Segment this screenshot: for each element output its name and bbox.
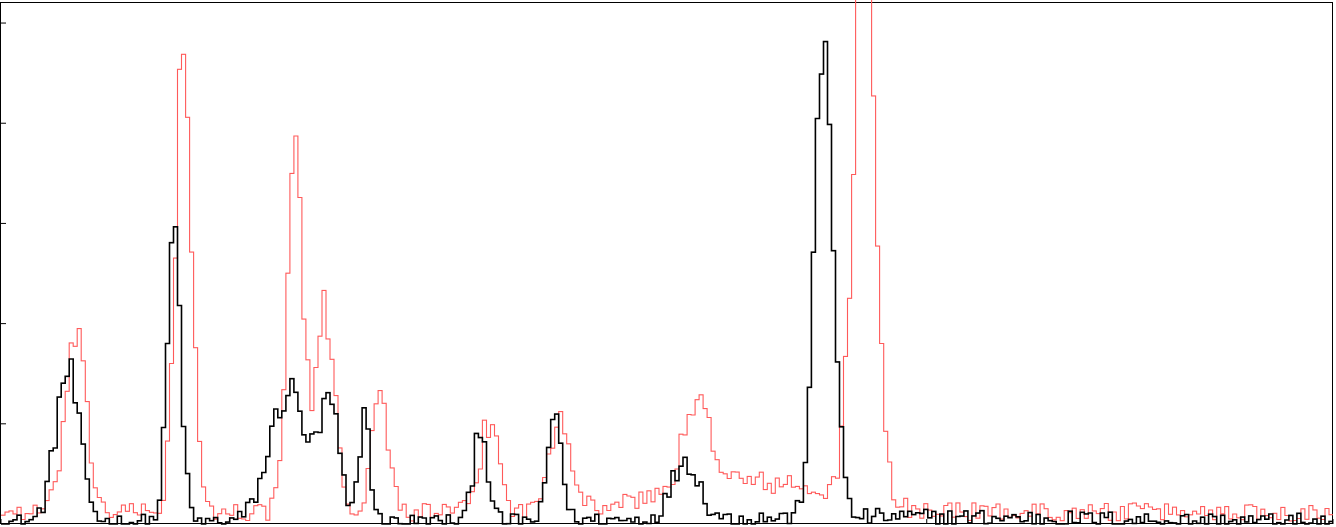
series-line-black [1,40,1333,525]
axis-ticks [0,22,1334,525]
